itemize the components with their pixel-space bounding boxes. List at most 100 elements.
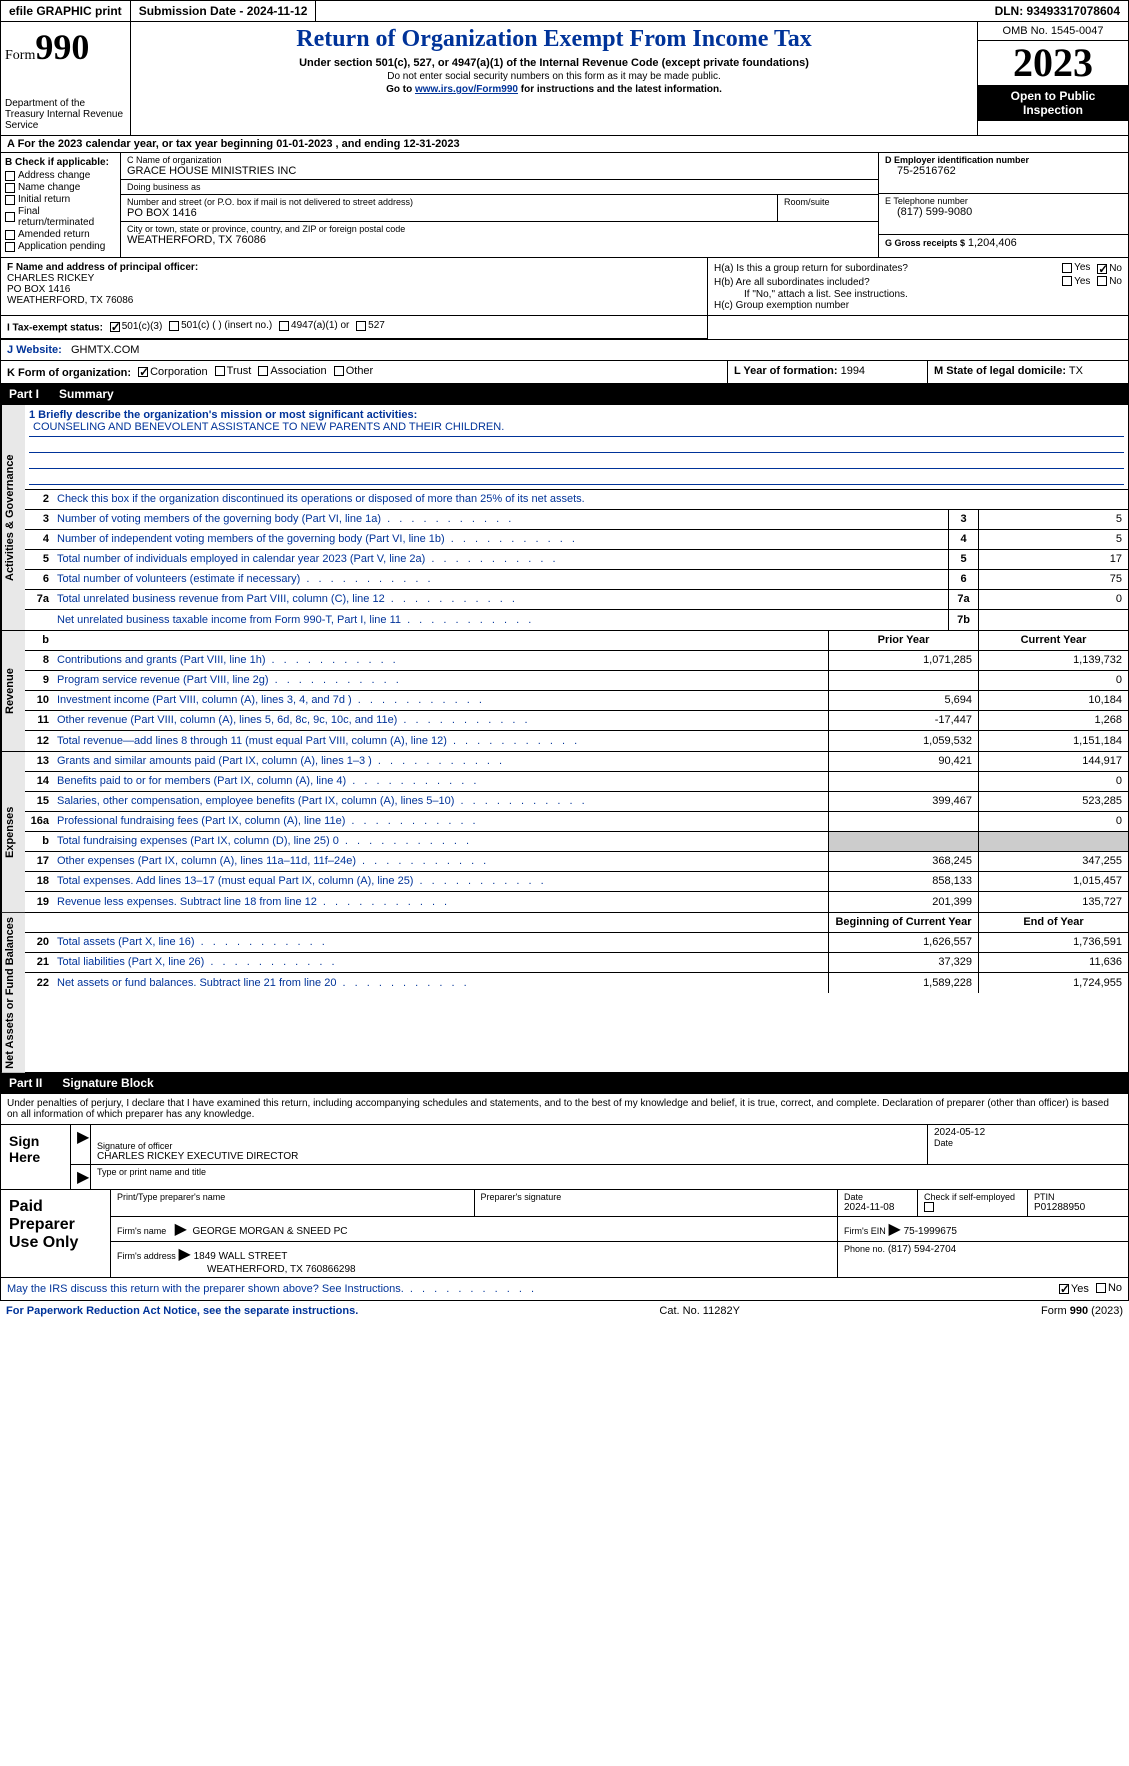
vtab-netassets: Net Assets or Fund Balances bbox=[1, 913, 25, 1073]
chk-initial-return[interactable]: Initial return bbox=[5, 194, 116, 205]
summary-revenue: Revenue b Prior Year Current Year 8Contr… bbox=[0, 631, 1129, 752]
summary-row: 22Net assets or fund balances. Subtract … bbox=[25, 973, 1128, 993]
street-label: Number and street (or P.O. box if mail i… bbox=[127, 197, 771, 207]
row-ij: I Tax-exempt status: 501(c)(3) 501(c) ( … bbox=[0, 316, 1129, 340]
room-label: Room/suite bbox=[784, 197, 872, 207]
state-domicile: M State of legal domicile: TX bbox=[928, 361, 1128, 383]
section-bcd: B Check if applicable: Address change Na… bbox=[0, 153, 1129, 258]
hb-no[interactable] bbox=[1097, 276, 1107, 286]
chk-name-change[interactable]: Name change bbox=[5, 182, 116, 193]
form-note-ssn: Do not enter social security numbers on … bbox=[135, 71, 973, 82]
form-header: Form990 Department of the Treasury Inter… bbox=[0, 22, 1129, 136]
website-value[interactable]: GHMTX.COM bbox=[71, 344, 139, 356]
ha-yes[interactable] bbox=[1062, 263, 1072, 273]
chk-amended[interactable]: Amended return bbox=[5, 229, 116, 240]
h-b-yn: Yes No bbox=[1058, 276, 1122, 290]
tax-year: 2023 bbox=[978, 41, 1128, 85]
vtab-expenses: Expenses bbox=[1, 752, 25, 912]
summary-row: 17Other expenses (Part IX, column (A), l… bbox=[25, 852, 1128, 872]
netassets-header: Beginning of Current Year End of Year bbox=[25, 913, 1128, 933]
header-mid: Return of Organization Exempt From Incom… bbox=[131, 22, 978, 135]
box-h: H(a) Is this a group return for subordin… bbox=[708, 258, 1128, 315]
header-right: OMB No. 1545-0047 2023 Open to Public In… bbox=[978, 22, 1128, 135]
prep-name-hdr: Print/Type preparer's name bbox=[111, 1190, 475, 1216]
sign-block: Sign Here ▶ Signature of officer CHARLES… bbox=[0, 1125, 1129, 1190]
h-a-yn: Yes No bbox=[1058, 262, 1122, 276]
arrow-icon: ▶ bbox=[71, 1125, 91, 1164]
chk-other[interactable] bbox=[334, 366, 344, 376]
tel: (817) 599-9080 bbox=[885, 206, 1122, 218]
footer-paperwork: For Paperwork Reduction Act Notice, see … bbox=[6, 1305, 358, 1317]
chk-4947[interactable] bbox=[279, 321, 289, 331]
firm-ein-cell: Firm's EIN ▶ 75-1999675 bbox=[838, 1217, 1128, 1241]
chk-527[interactable] bbox=[356, 321, 366, 331]
firm-name-cell: Firm's name ▶ GEORGE MORGAN & SNEED PC bbox=[111, 1217, 838, 1241]
hb-yes[interactable] bbox=[1062, 276, 1072, 286]
mission-blank1 bbox=[29, 437, 1124, 453]
city: WEATHERFORD, TX 76086 bbox=[127, 234, 872, 246]
summary-row: 15Salaries, other compensation, employee… bbox=[25, 792, 1128, 812]
part2-title: Signature Block bbox=[62, 1076, 153, 1090]
org-name: GRACE HOUSE MINISTRIES INC bbox=[127, 165, 872, 177]
chk-address-change[interactable]: Address change bbox=[5, 170, 116, 181]
city-label: City or town, state or province, country… bbox=[127, 224, 872, 234]
chk-corp[interactable] bbox=[138, 367, 148, 377]
discuss-text: May the IRS discuss this return with the… bbox=[7, 1283, 537, 1295]
chk-app-pending[interactable]: Application pending bbox=[5, 241, 116, 252]
part1-label: Part I bbox=[9, 387, 39, 401]
sig-officer-cell: Signature of officer CHARLES RICKEY EXEC… bbox=[91, 1125, 928, 1164]
summary-row: 14Benefits paid to or for members (Part … bbox=[25, 772, 1128, 792]
ha-no[interactable] bbox=[1097, 264, 1107, 274]
summary-row: 7aTotal unrelated business revenue from … bbox=[25, 590, 1128, 610]
box-c: C Name of organization GRACE HOUSE MINIS… bbox=[121, 153, 878, 257]
row-klm: K Form of organization: Corporation Trus… bbox=[0, 361, 1129, 384]
h-a-row: H(a) Is this a group return for subordin… bbox=[714, 262, 1122, 276]
chk-self-employed[interactable] bbox=[924, 1202, 934, 1212]
summary-row: bTotal fundraising expenses (Part IX, co… bbox=[25, 832, 1128, 852]
summary-netassets: Net Assets or Fund Balances Beginning of… bbox=[0, 913, 1129, 1074]
vtab-revenue: Revenue bbox=[1, 631, 25, 751]
mission-blank2 bbox=[29, 453, 1124, 469]
chk-assoc[interactable] bbox=[258, 366, 268, 376]
form-subtitle: Under section 501(c), 527, or 4947(a)(1)… bbox=[135, 57, 973, 69]
tel-cell: E Telephone number (817) 599-9080 bbox=[879, 194, 1128, 235]
discuss-no[interactable] bbox=[1096, 1283, 1106, 1293]
officer-label: F Name and address of principal officer: bbox=[7, 262, 701, 273]
website-label: J Website: bbox=[7, 344, 62, 356]
mission-block: 1 Briefly describe the organization's mi… bbox=[25, 405, 1128, 490]
mission-text: COUNSELING AND BENEVOLENT ASSISTANCE TO … bbox=[29, 421, 1124, 437]
mission-label: 1 Briefly describe the organization's mi… bbox=[29, 409, 1124, 421]
revenue-header: b Prior Year Current Year bbox=[25, 631, 1128, 651]
penalty-text: Under penalties of perjury, I declare th… bbox=[0, 1094, 1129, 1125]
chk-final-return[interactable]: Final return/terminated bbox=[5, 206, 116, 228]
k-label: K Form of organization: bbox=[7, 367, 131, 379]
prep-date-cell: Date 2024-11-08 bbox=[838, 1190, 918, 1216]
page-footer: For Paperwork Reduction Act Notice, see … bbox=[0, 1301, 1129, 1321]
type-name-label: Type or print name and title bbox=[91, 1165, 1128, 1189]
irs-link[interactable]: www.irs.gov/Form990 bbox=[415, 84, 518, 95]
chk-501c3[interactable] bbox=[110, 322, 120, 332]
summary-row: 20Total assets (Part X, line 16)1,626,55… bbox=[25, 933, 1128, 953]
part1-title: Summary bbox=[59, 387, 114, 401]
summary-row: 4Number of independent voting members of… bbox=[25, 530, 1128, 550]
box-f: F Name and address of principal officer:… bbox=[1, 258, 708, 315]
dept-treasury: Department of the Treasury Internal Reve… bbox=[5, 98, 126, 131]
preparer-label: Paid Preparer Use Only bbox=[1, 1190, 111, 1277]
tel-label: E Telephone number bbox=[885, 196, 1122, 206]
discuss-yes[interactable] bbox=[1059, 1284, 1069, 1294]
summary-expenses: Expenses 13Grants and similar amounts pa… bbox=[0, 752, 1129, 913]
prep-ptin-cell: PTIN P01288950 bbox=[1028, 1190, 1128, 1216]
summary-row: 12Total revenue—add lines 8 through 11 (… bbox=[25, 731, 1128, 751]
firm-addr-cell: Firm's address ▶ 1849 WALL STREET WEATHE… bbox=[111, 1242, 838, 1277]
ein-label: D Employer identification number bbox=[885, 155, 1122, 165]
summary-row: 8Contributions and grants (Part VIII, li… bbox=[25, 651, 1128, 671]
discuss-yn: Yes No bbox=[1055, 1282, 1122, 1296]
gross-label: G Gross receipts $ bbox=[885, 238, 965, 248]
chk-trust[interactable] bbox=[215, 366, 225, 376]
sign-here-label: Sign Here bbox=[1, 1125, 71, 1189]
tax-status-row: I Tax-exempt status: 501(c)(3) 501(c) ( … bbox=[1, 316, 708, 339]
h-c-label: H(c) Group exemption number bbox=[714, 300, 1122, 311]
chk-501c[interactable] bbox=[169, 321, 179, 331]
gross-cell: G Gross receipts $ 1,204,406 bbox=[879, 235, 1128, 251]
officer-addr1: PO BOX 1416 bbox=[7, 284, 701, 295]
